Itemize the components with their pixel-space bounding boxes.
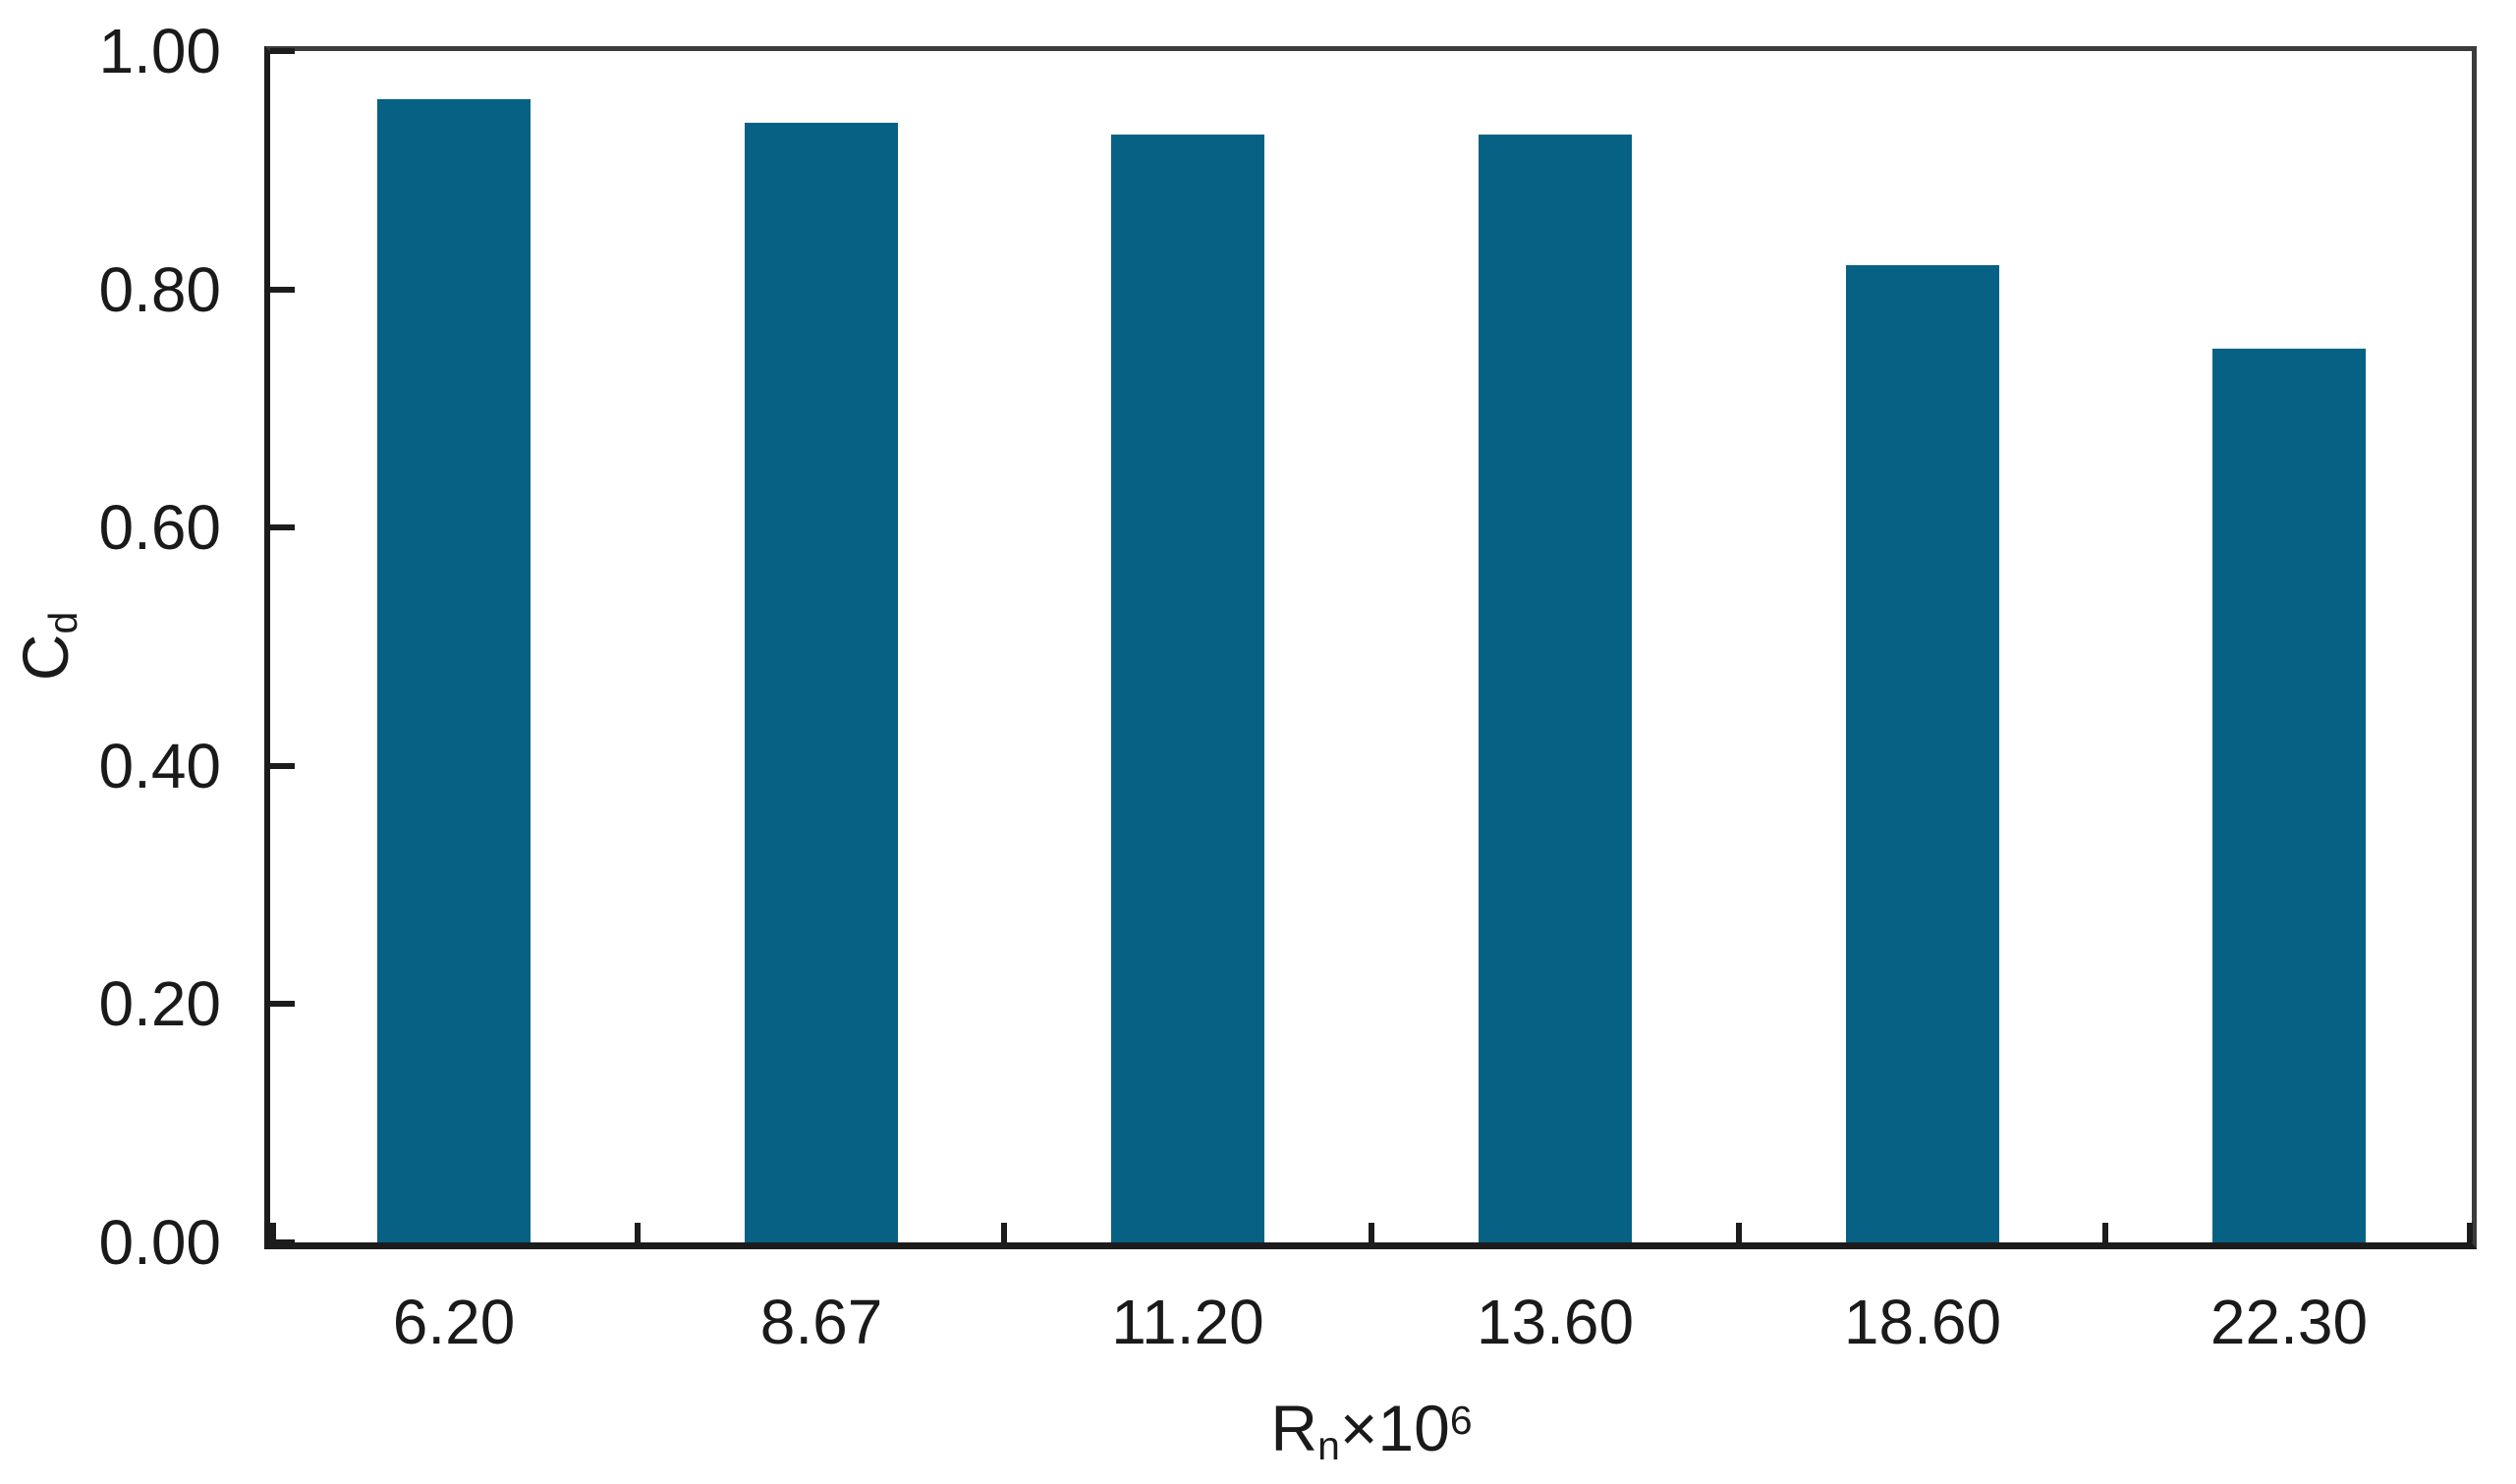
bar-6.20 [377,99,531,1242]
bar-11.20 [1111,135,1264,1242]
y-tick-mark [270,524,295,530]
y-tick-mark [270,1001,295,1007]
x-tick-mark [1736,1223,1742,1242]
x-tick-label: 13.60 [1476,1287,1635,1357]
x-tick-label: 22.30 [2209,1287,2369,1357]
bar-13.60 [1479,135,1632,1242]
x-axis-title-base: R [1270,1392,1318,1464]
y-tick-label: 0.60 [98,492,221,563]
bar-8.67 [745,123,898,1242]
y-tick-label: 0.40 [98,731,221,801]
x-tick-mark [1001,1223,1007,1242]
y-axis-title-sub: d [40,611,85,634]
x-axis-title-sub: n [1317,1423,1340,1468]
bar-18.60 [1846,265,1999,1242]
y-tick-label: 0.00 [98,1207,221,1278]
plot-area [264,46,2477,1249]
y-tick-label: 1.00 [98,16,221,86]
x-tick-label: 11.20 [1111,1287,1264,1357]
x-tick-label: 6.20 [392,1287,516,1357]
x-axis-title-sup: 6 [1449,1397,1473,1443]
x-tick-mark [635,1223,641,1242]
x-axis-title-mult: ×10 [1339,1392,1450,1464]
x-tick-label: 8.67 [759,1287,883,1357]
y-axis-title: Cd [8,611,85,682]
x-tick-label: 18.60 [1843,1287,2002,1357]
y-tick-mark [270,48,295,54]
x-tick-mark [2467,1223,2473,1242]
y-tick-label: 0.80 [98,254,221,325]
y-axis-title-base: C [9,633,82,682]
y-tick-mark [270,287,295,293]
x-tick-mark [2102,1223,2108,1242]
x-tick-mark [1369,1223,1374,1242]
bar-22.30 [2212,349,2366,1242]
x-tick-mark [270,1223,276,1242]
y-tick-label: 0.20 [98,968,221,1039]
y-tick-mark [270,1239,295,1245]
x-axis-title: Rn×106 [1270,1391,1472,1465]
y-tick-mark [270,763,295,769]
